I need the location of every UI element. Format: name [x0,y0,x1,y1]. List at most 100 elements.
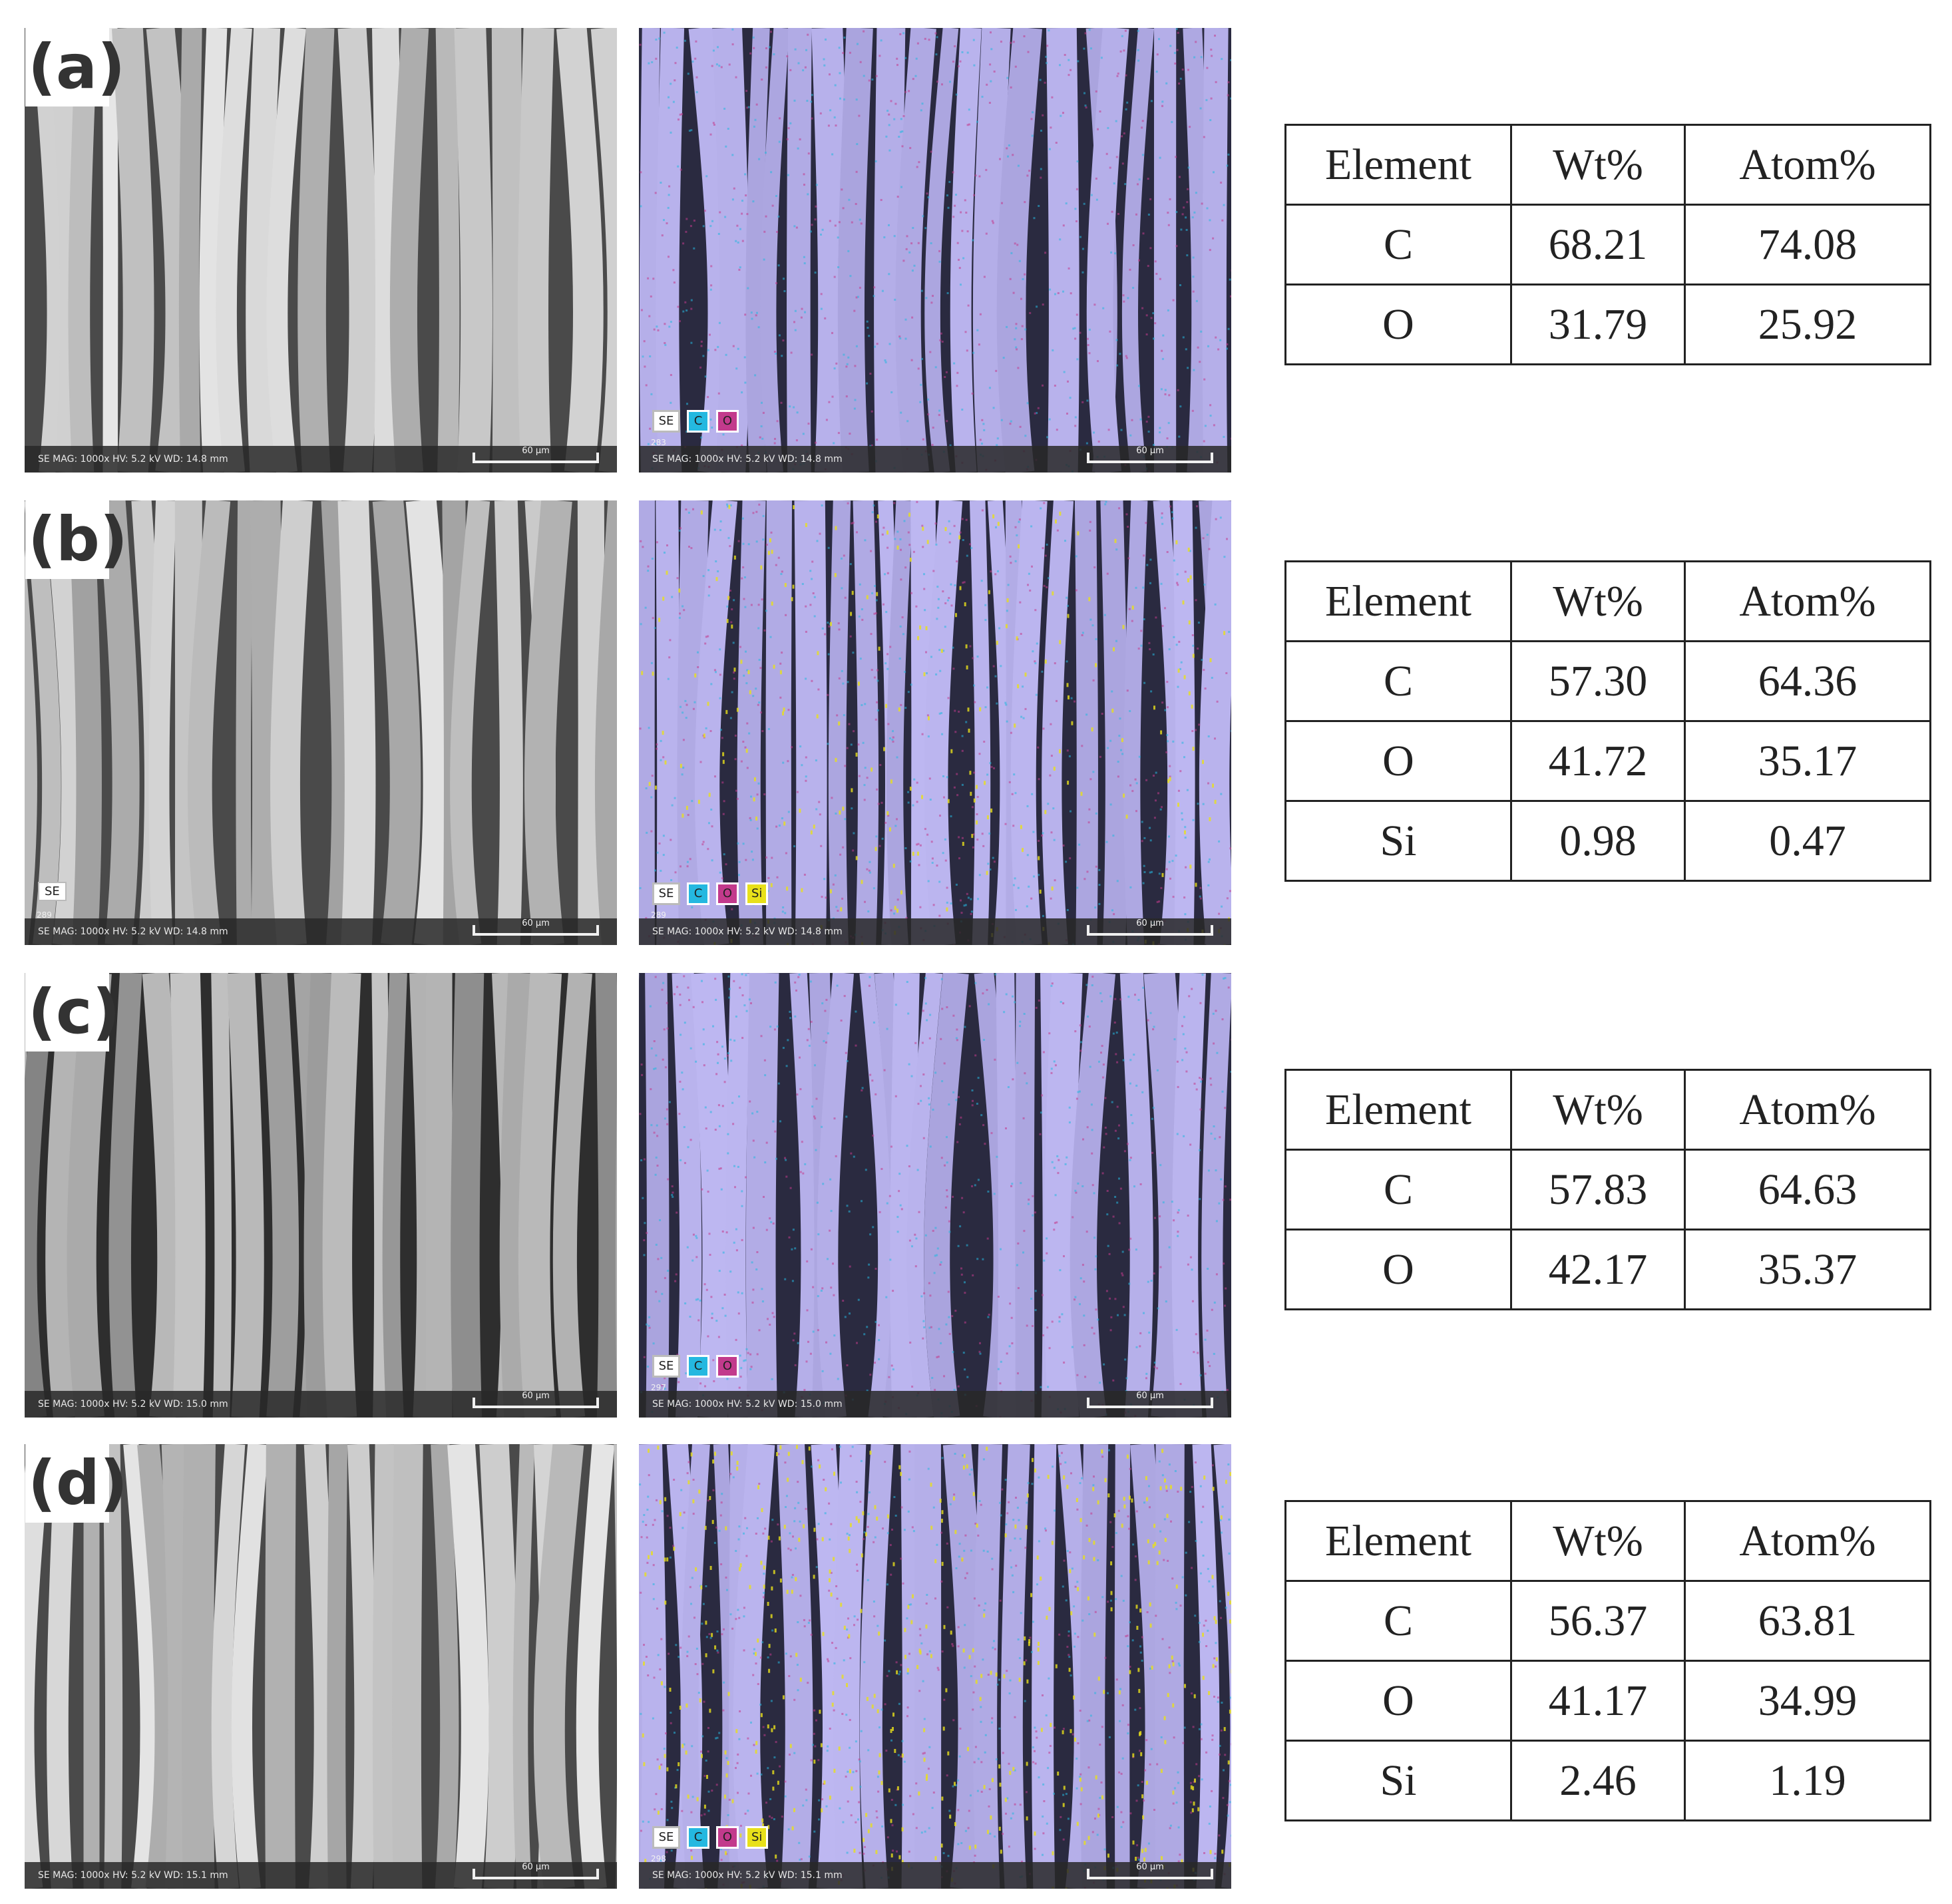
element-dot [1149,1506,1151,1509]
element-dot [1121,1274,1124,1276]
element-dot [997,1368,1000,1370]
element-dot [920,383,922,386]
element-dot [1213,1301,1216,1304]
silicon-dot [757,1485,759,1489]
element-dot [726,1589,728,1591]
element-dot [1104,1656,1107,1659]
element-dot [1135,1248,1137,1251]
element-dot [723,107,726,110]
element-dot [664,1377,666,1380]
element-dot [1081,1477,1083,1479]
element-dot [900,411,902,414]
element-dot [839,1807,841,1809]
element-dot [1207,782,1209,785]
element-dot [1211,1790,1213,1792]
element-dot [837,622,840,625]
element-dot [924,227,927,230]
element-dot [1074,327,1076,329]
element-dot [1072,327,1075,330]
fiber [321,500,352,945]
element-dot [666,1027,669,1030]
element-dot [660,739,662,742]
element-dot [1183,896,1186,899]
element-dot [994,1835,996,1838]
element-dot [1199,1198,1201,1201]
element-dot [843,995,846,998]
element-dot [1085,1231,1088,1233]
element-dot [1161,357,1164,360]
element-dot [801,1141,803,1143]
element-dot [1098,884,1101,886]
element-dot [894,1515,897,1517]
silicon-dot [954,1529,957,1534]
silicon-dot [896,1670,898,1674]
silicon-dot [968,1654,971,1659]
element-dot [966,349,968,352]
element-dot [839,1445,841,1448]
element-dot [997,1296,1000,1298]
element-dot [1229,890,1231,892]
element-dot [793,1752,796,1754]
sem-image-d: SE MAG: 1000x HV: 5.2 kV WD: 15.1 mm 60 … [25,1444,617,1889]
element-dot [1044,252,1047,254]
element-dot [1010,1316,1013,1319]
silicon-dot [1110,1607,1113,1612]
element-dot [940,1342,942,1344]
element-dot [894,1095,897,1097]
element-dot [687,1635,690,1638]
element-dot [947,697,950,699]
element-dot [805,49,807,51]
element-dot [994,675,997,677]
element-dot [1189,126,1191,128]
element-dot [653,1067,656,1070]
element-dot [1164,393,1167,395]
element-dot [841,587,843,590]
element-dot [669,1556,672,1559]
element-dot [876,701,878,703]
element-dot [789,405,791,408]
element-dot [735,1016,737,1018]
element-dot [703,1813,706,1815]
element-dot [1159,427,1161,429]
element-dot [729,590,731,592]
element-dot [960,1273,963,1276]
element-dot [640,1063,643,1066]
element-dot [900,1664,902,1666]
element-dot [946,886,948,889]
element-dot [1125,1377,1128,1380]
element-dot [1040,168,1042,170]
fiber [1080,1444,1109,1889]
element-dot [994,573,997,576]
element-dot [974,1184,976,1187]
fiber [1015,973,1036,1418]
sem-image-a: SE MAG: 1000x HV: 5.2 kV WD: 14.8 mm 60 … [25,28,617,473]
element-dot [794,329,797,331]
element-dot [934,1254,936,1257]
element-dot [886,653,889,656]
silicon-dot [773,1725,776,1730]
element-dot [899,337,902,339]
element-dot [702,1603,705,1605]
element-dot [672,1545,675,1547]
element-dot [847,356,850,359]
silicon-dot [730,1451,733,1455]
element-dot [921,102,924,105]
element-dot [963,1549,966,1552]
silicon-dot [784,583,787,587]
element-dot [964,1321,966,1324]
element-dot [1034,1211,1036,1214]
silicon-dot [941,1561,944,1566]
element-dot [726,503,728,506]
element-dot [898,1173,901,1175]
element-dot [709,333,711,336]
element-dot [1137,648,1140,650]
silicon-dot [950,1630,952,1635]
element-dot [719,211,721,214]
element-dot [759,1703,762,1706]
element-dot [973,771,976,774]
element-dot [1141,307,1144,309]
element-dot [930,841,933,843]
element-dot [1030,525,1033,528]
element-dot [866,868,869,870]
silicon-dot [700,510,703,514]
